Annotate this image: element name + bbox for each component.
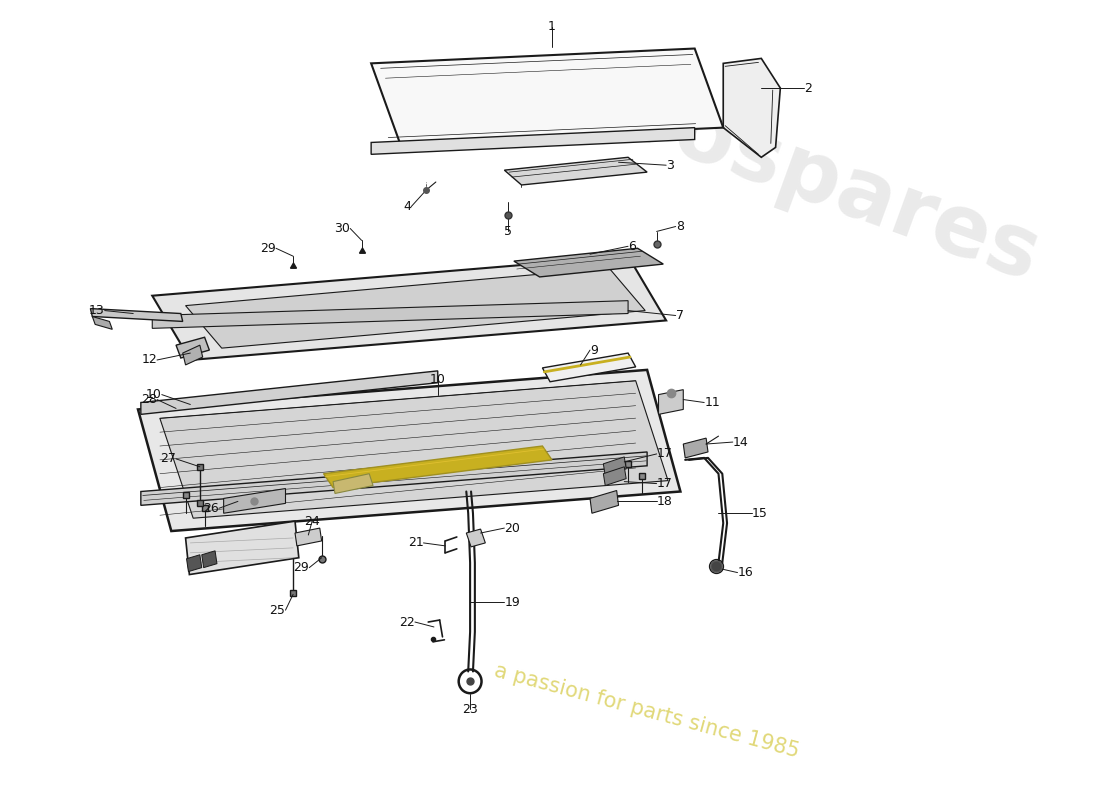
Polygon shape bbox=[152, 301, 628, 328]
Polygon shape bbox=[187, 554, 201, 571]
Text: 12: 12 bbox=[141, 354, 157, 366]
Polygon shape bbox=[590, 490, 618, 514]
Text: 17: 17 bbox=[657, 477, 672, 490]
Text: 27: 27 bbox=[161, 452, 176, 466]
Polygon shape bbox=[92, 317, 112, 330]
Polygon shape bbox=[141, 371, 438, 414]
Text: 26: 26 bbox=[204, 502, 219, 515]
Text: 6: 6 bbox=[628, 240, 636, 253]
Text: 14: 14 bbox=[733, 435, 748, 449]
Text: 22: 22 bbox=[399, 615, 415, 629]
Text: 13: 13 bbox=[89, 304, 104, 317]
Polygon shape bbox=[183, 345, 202, 365]
Text: 2: 2 bbox=[804, 82, 812, 94]
Text: 7: 7 bbox=[675, 309, 684, 322]
Text: 10: 10 bbox=[430, 374, 446, 386]
Polygon shape bbox=[683, 438, 708, 458]
Text: 29: 29 bbox=[294, 561, 309, 574]
Polygon shape bbox=[542, 353, 636, 382]
Text: 29: 29 bbox=[261, 242, 276, 254]
Text: 11: 11 bbox=[704, 396, 720, 409]
Text: 24: 24 bbox=[305, 514, 320, 528]
Polygon shape bbox=[659, 390, 683, 414]
Polygon shape bbox=[371, 49, 723, 142]
Polygon shape bbox=[603, 457, 626, 476]
Text: 19: 19 bbox=[505, 596, 520, 609]
Polygon shape bbox=[138, 370, 681, 531]
Polygon shape bbox=[603, 466, 626, 486]
Polygon shape bbox=[295, 528, 321, 546]
Polygon shape bbox=[466, 529, 485, 547]
Text: 10: 10 bbox=[146, 388, 162, 401]
Polygon shape bbox=[201, 551, 217, 568]
Text: 8: 8 bbox=[675, 220, 684, 233]
Polygon shape bbox=[333, 474, 373, 494]
Polygon shape bbox=[141, 452, 647, 506]
Text: 23: 23 bbox=[462, 702, 478, 715]
Text: 1: 1 bbox=[548, 20, 556, 34]
Polygon shape bbox=[505, 158, 647, 185]
Text: eurospares: eurospares bbox=[510, 35, 1050, 299]
Text: 3: 3 bbox=[667, 158, 674, 172]
Polygon shape bbox=[723, 58, 780, 158]
Text: 9: 9 bbox=[590, 344, 598, 357]
Text: a passion for parts since 1985: a passion for parts since 1985 bbox=[493, 661, 802, 762]
Text: 15: 15 bbox=[751, 506, 768, 520]
Text: 17: 17 bbox=[657, 447, 672, 461]
Polygon shape bbox=[160, 381, 668, 518]
Polygon shape bbox=[223, 489, 286, 514]
Polygon shape bbox=[514, 248, 663, 277]
Text: 16: 16 bbox=[737, 566, 754, 579]
Text: 28: 28 bbox=[141, 393, 157, 406]
Text: 25: 25 bbox=[270, 604, 286, 617]
Polygon shape bbox=[176, 338, 209, 358]
Text: 18: 18 bbox=[657, 495, 672, 508]
Text: 4: 4 bbox=[404, 200, 411, 214]
Polygon shape bbox=[152, 256, 667, 360]
Polygon shape bbox=[186, 521, 299, 574]
Polygon shape bbox=[186, 268, 646, 348]
Text: 5: 5 bbox=[504, 225, 513, 238]
Text: 21: 21 bbox=[408, 537, 424, 550]
Text: 30: 30 bbox=[334, 222, 350, 235]
Polygon shape bbox=[371, 128, 695, 154]
Text: 20: 20 bbox=[505, 522, 520, 534]
Polygon shape bbox=[90, 309, 183, 322]
Polygon shape bbox=[323, 446, 552, 487]
